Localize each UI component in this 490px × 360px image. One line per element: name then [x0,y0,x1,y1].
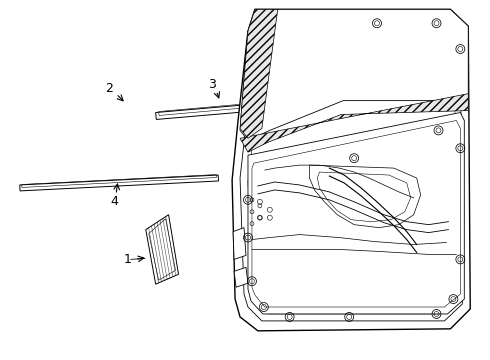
Polygon shape [248,113,465,314]
Text: 3: 3 [208,78,216,91]
Polygon shape [240,94,468,152]
Text: 1: 1 [124,253,132,266]
Text: 4: 4 [110,195,118,208]
Polygon shape [232,9,470,331]
Text: 2: 2 [105,82,113,95]
Polygon shape [233,228,246,260]
Polygon shape [240,9,468,140]
Polygon shape [240,9,278,138]
Polygon shape [234,267,248,287]
Polygon shape [146,215,178,284]
